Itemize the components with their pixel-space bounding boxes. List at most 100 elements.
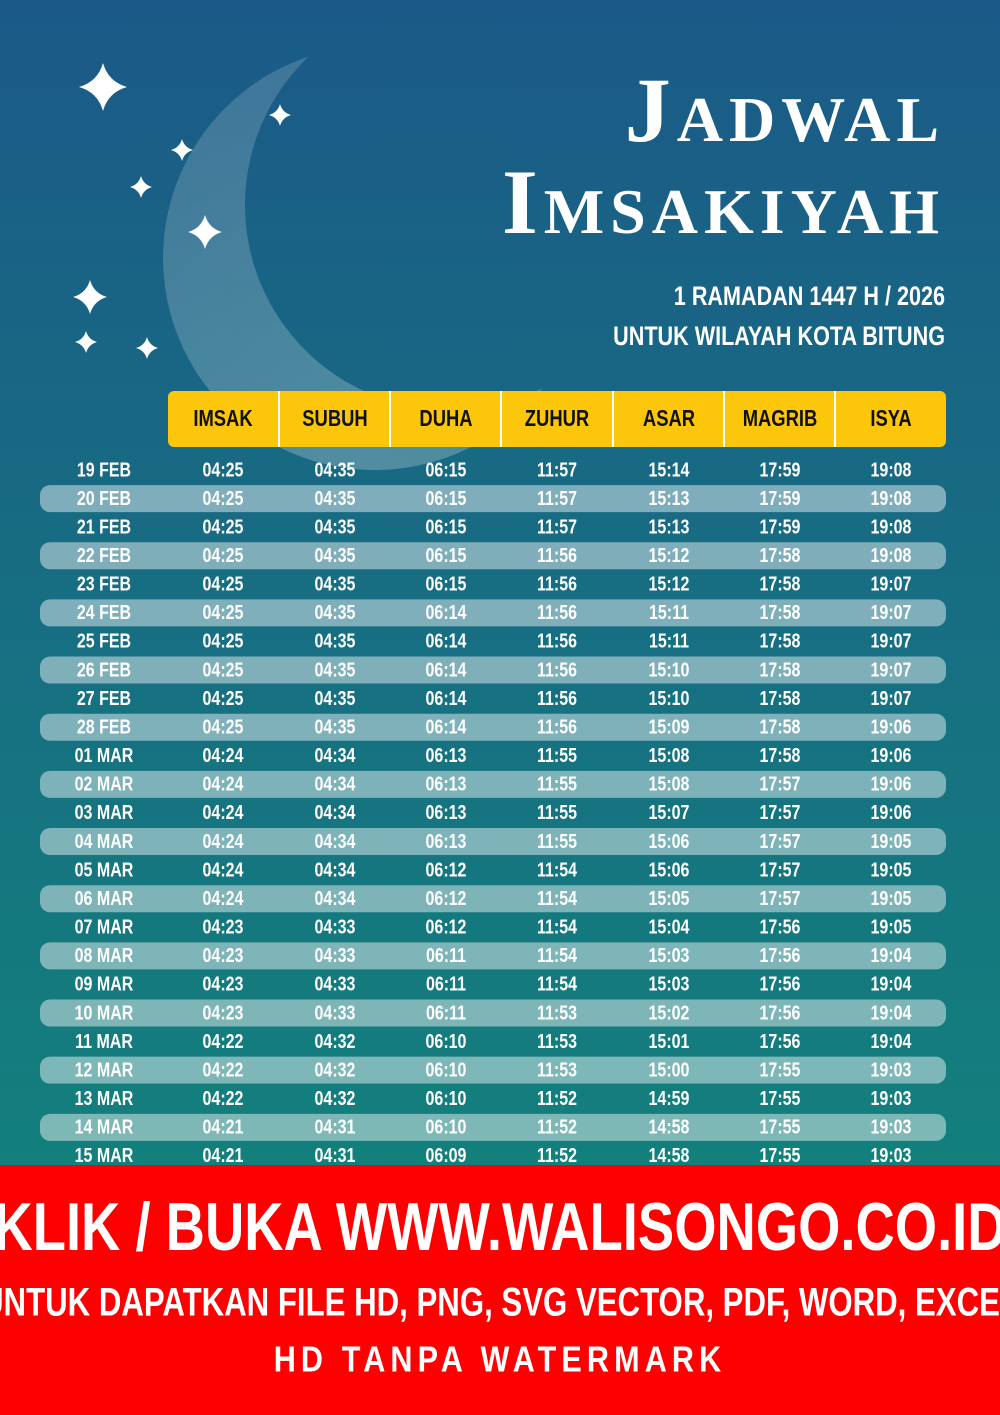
table-cell: 04:35 (315, 602, 356, 624)
table-cell: 11:56 (537, 544, 577, 566)
table-cell: 15:08 (649, 744, 690, 766)
table-cell: 17:59 (760, 487, 801, 509)
table-cell: 06:15 (426, 573, 467, 595)
column-header: IMSAK (193, 406, 252, 431)
table-cell: 06:11 (426, 1002, 466, 1024)
table-cell: 15:06 (649, 859, 690, 881)
table-cell: 19:06 (871, 802, 912, 824)
header-bar (168, 391, 946, 447)
row-stripe (40, 770, 946, 798)
table-cell: 15:13 (649, 487, 690, 509)
table-cell: 06:12 (426, 887, 467, 909)
table-cell: 20 FEB (77, 487, 131, 509)
table-cell: 17:59 (760, 516, 801, 538)
table-cell: 06:10 (426, 1059, 467, 1081)
table-cell: 04:25 (203, 516, 244, 538)
table-cell: 15:10 (649, 659, 690, 681)
table-cell: 17:58 (760, 544, 801, 566)
table-cell: 19:07 (871, 573, 912, 595)
table-cell: 04:23 (203, 944, 244, 966)
table-cell: 04:24 (203, 830, 244, 852)
row-stripe (40, 1113, 946, 1141)
table-cell: 15:14 (649, 459, 690, 481)
table-cell: 04:34 (315, 887, 356, 909)
table-cell: 14:58 (649, 1116, 690, 1138)
table-cell: 19:04 (871, 973, 912, 995)
row-stripe (40, 599, 946, 627)
table-cell: 04:35 (315, 659, 356, 681)
table-cell: 15:06 (649, 830, 690, 852)
table-cell: 26 FEB (77, 659, 131, 681)
table-cell: 04:34 (315, 859, 356, 881)
subtitle: UNTUK WILAYAH KOTA BITUNG (613, 322, 945, 352)
table-cell: 11:55 (537, 802, 577, 824)
table-cell: 15:01 (649, 1030, 690, 1052)
table-cell: 19:06 (871, 773, 912, 795)
table-cell: 04:25 (203, 602, 244, 624)
table-cell: 17:57 (760, 830, 801, 852)
table-cell: 17:58 (760, 573, 801, 595)
table-cell: 04:35 (315, 630, 356, 652)
table-cell: 17:57 (760, 859, 801, 881)
star (171, 139, 193, 161)
table-cell: 17:55 (760, 1087, 801, 1109)
table-cell: 04:24 (203, 859, 244, 881)
table-cell: 23 FEB (77, 573, 131, 595)
star (73, 280, 107, 314)
table-cell: 27 FEB (77, 687, 131, 709)
table-cell: 15:03 (649, 944, 690, 966)
table-cell: 04:22 (203, 1087, 244, 1109)
table-cell: 17:56 (760, 1002, 801, 1024)
table-cell: 19:04 (871, 1002, 912, 1024)
stars (73, 63, 291, 359)
table-cell: 17:55 (760, 1116, 801, 1138)
table-cell: 15:11 (649, 630, 689, 652)
table-cell: 04:32 (315, 1030, 356, 1052)
table-cell: 19:08 (871, 544, 912, 566)
table-cell: 04:33 (315, 944, 356, 966)
table-cell: 04:35 (315, 487, 356, 509)
table-cell: 15:12 (649, 544, 690, 566)
table-cell: 15:07 (649, 802, 690, 824)
table-cell: 04:25 (203, 544, 244, 566)
table-cell: 04:35 (315, 573, 356, 595)
table-cell: 04:34 (315, 773, 356, 795)
table-cell: 17:57 (760, 887, 801, 909)
table-cell: 19 FEB (77, 459, 131, 481)
table-cell: 17:58 (760, 687, 801, 709)
column-header: ZUHUR (525, 406, 589, 431)
table-cell: 07 MAR (75, 916, 134, 938)
table-cell: 06:10 (426, 1116, 467, 1138)
table-cell: 12 MAR (75, 1059, 134, 1081)
table-cell: 04:35 (315, 516, 356, 538)
table-cell: 06:14 (426, 687, 467, 709)
table-cell: 17:58 (760, 602, 801, 624)
table-cell: 04:22 (203, 1030, 244, 1052)
table-cell: 11:54 (537, 887, 577, 909)
table-cell: 09 MAR (75, 973, 134, 995)
table-cell: 04:24 (203, 887, 244, 909)
table-cell: 04:34 (315, 830, 356, 852)
table-cell: 06:13 (426, 830, 467, 852)
table-cell: 04:22 (203, 1059, 244, 1081)
table-cell: 19:08 (871, 459, 912, 481)
table-cell: 11:54 (537, 916, 577, 938)
table-cell: 15:09 (649, 716, 690, 738)
footer-band (0, 1165, 1000, 1415)
table-cell: 04:25 (203, 630, 244, 652)
table-cell: 15:10 (649, 687, 690, 709)
star (188, 215, 222, 249)
table-cell: 14 MAR (75, 1116, 134, 1138)
table-cell: 06:11 (426, 973, 466, 995)
table-cell: 11:53 (537, 1059, 577, 1081)
table-cell: 04:33 (315, 973, 356, 995)
table-cell: 19:03 (871, 1087, 912, 1109)
row-stripe (40, 656, 946, 684)
table-cell: 04:23 (203, 1002, 244, 1024)
table-cell: 11:52 (537, 1087, 577, 1109)
table-cell: 25 FEB (77, 630, 131, 652)
table-cell: 11:54 (537, 859, 577, 881)
table-cell: 11:52 (537, 1116, 577, 1138)
table-cell: 17:58 (760, 716, 801, 738)
